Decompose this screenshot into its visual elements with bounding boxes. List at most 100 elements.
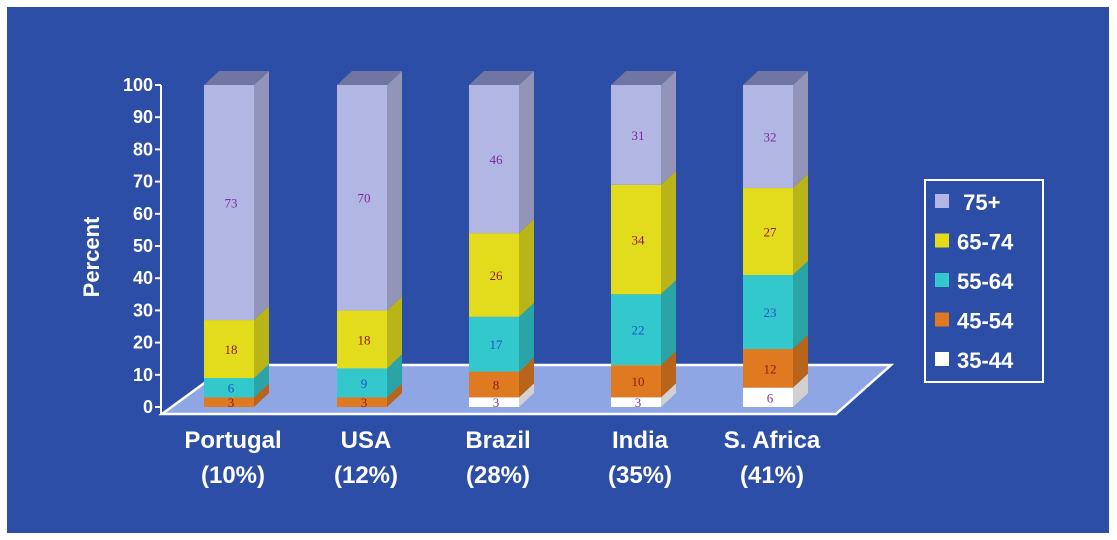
category-label: S. Africa [724,427,821,454]
data-label: 8 [493,377,500,392]
bar-brazil: 3 8 17 26 46 [469,71,534,410]
y-tick-label: 70 [133,172,153,192]
y-tick-label: 100 [123,75,153,95]
bar-segment-35-44 [469,397,519,407]
bar-side-35-44 [519,383,534,407]
data-label: 22 [632,323,645,338]
bar-segment-75 [743,85,793,189]
data-label: 27 [764,225,778,240]
legend-swatch-65-74 [935,233,949,248]
legend-label-55-64: 55-64 [957,269,1014,294]
category-label: Brazil [465,427,530,454]
category-sublabel: (10%) [201,462,265,489]
legend-swatch-55-64 [935,273,949,287]
bar-side-55-64 [254,364,269,398]
bar-side-45-54 [661,351,676,398]
bar-segment-45-54 [743,349,793,388]
bar-segment-65-74 [337,310,387,369]
category-sublabel: (35%) [608,462,672,489]
bar-side-65-74 [254,306,269,379]
legend-label-65-74: 65-74 [957,230,1014,255]
bar-usa: 3 9 18 70 [337,71,402,410]
category-label: USA [341,427,392,454]
y-tick-label: 90 [133,107,153,127]
data-label: 10 [632,374,645,389]
y-tick-label: 30 [133,300,153,320]
category-labels: Portugal (10%) USA (12%) Brazil (28%) India (35… [184,427,821,489]
bar-segment-75 [337,85,387,311]
data-label: 70 [358,191,371,206]
legend-swatch-45-54 [935,312,949,327]
legend: 75+ 65-74 55-64 45-54 35-44 [924,179,1044,383]
legend-label-75: 75+ [957,190,1000,215]
data-label: 73 [225,196,238,211]
bar-side-55-64 [387,354,402,398]
bar-segment-75 [204,85,254,321]
y-axis: 0 10 20 30 40 50 60 70 80 90 100 Percent [79,75,162,417]
bar-segment-45-54 [611,365,661,398]
data-label: 9 [361,376,368,391]
legend-swatch-75 [935,194,949,208]
y-tick-label: 80 [133,139,153,159]
data-label: 12 [764,361,777,376]
bar-segment-55-64 [469,316,519,372]
bar-segment-65-74 [204,320,254,379]
y-tick-label: 0 [143,397,153,417]
y-tick-label: 60 [133,204,153,224]
bar-side-65-74 [519,219,534,317]
bar-top [611,71,676,85]
data-label: 18 [225,342,238,357]
data-label: 46 [490,152,504,167]
bar-side-35-44 [793,373,808,407]
bar-segment-65-74 [611,184,661,295]
bar-segment-55-64 [611,294,661,366]
data-label: 31 [632,128,645,143]
y-tick-label: 20 [133,333,153,353]
bar-side-45-54 [793,335,808,388]
data-label: 17 [490,337,504,352]
data-label: 3 [635,395,642,410]
bar-side-55-64 [793,260,808,350]
bar-top [337,71,402,85]
data-label: 32 [764,130,777,145]
bar-segment-35-44 [743,387,793,407]
bar-side-45-54 [387,383,402,407]
bar-portugal: 36 18 73 [204,71,269,410]
bar-side-75 [793,71,808,189]
y-axis-title: Percent [79,216,104,297]
bar-segment-75 [469,85,519,234]
data-label: 3 [228,395,235,410]
y-tick-label: 40 [133,268,153,288]
category-sublabel: (12%) [334,462,398,489]
data-label: 3 [493,395,500,410]
bar-side-45-54 [254,383,269,407]
bar-side-75 [519,71,534,234]
bar-side-45-54 [519,357,534,398]
bar-segment-65-74 [469,233,519,317]
chart-panel: 0 10 20 30 40 50 60 70 80 90 100 Percent 3 6 18 73 3 9 18… [7,7,1109,533]
bar-s-africa: 6 12 23 27 32 [743,71,808,407]
bar-segment-75 [611,85,661,185]
bar-segment-45-54 [204,397,254,407]
bar-side-75 [661,71,676,185]
data-label: 6 [767,390,774,405]
bar-side-75 [387,71,402,311]
data-label: 3 [361,395,368,410]
bar-segment-45-54 [337,397,387,407]
bar-segment-45-54 [469,371,519,398]
bar-segment-35-44 [611,397,661,407]
legend-box [924,179,1044,383]
bar-segment-65-74 [743,188,793,275]
data-label: 18 [358,332,371,347]
category-sublabel: (28%) [466,462,530,489]
y-tick-label: 50 [133,236,153,256]
bar-side-55-64 [661,280,676,366]
bar-segment-55-64 [743,274,793,350]
category-sublabel: (41%) [740,462,804,489]
legend-label-35-44: 35-44 [957,348,1014,373]
legend-label-45-54: 45-54 [957,309,1014,334]
data-label: 6 [228,381,235,396]
bar-side-65-74 [387,296,402,369]
